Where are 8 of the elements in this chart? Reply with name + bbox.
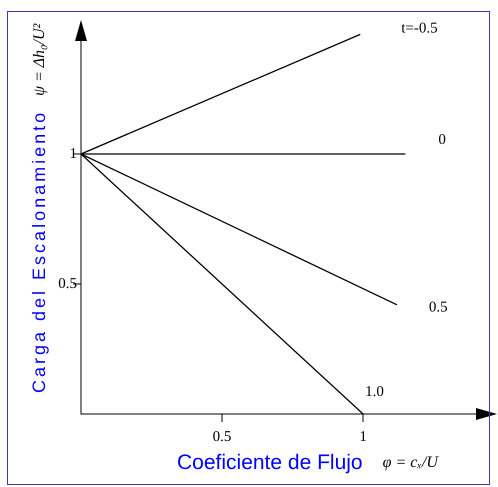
series-label: 1.0 xyxy=(365,384,384,400)
text: 0.5 xyxy=(428,300,448,316)
text: φ = cₓ/U xyxy=(382,454,440,472)
text: ψ = Δh₀/U² xyxy=(31,22,48,96)
x-axis-title: Coeficiente de Flujo xyxy=(177,450,363,474)
y-axis-title: Carga del Escalonamiento xyxy=(28,110,49,393)
text: 0 xyxy=(438,132,446,148)
text: t=-0.5 xyxy=(401,20,438,36)
